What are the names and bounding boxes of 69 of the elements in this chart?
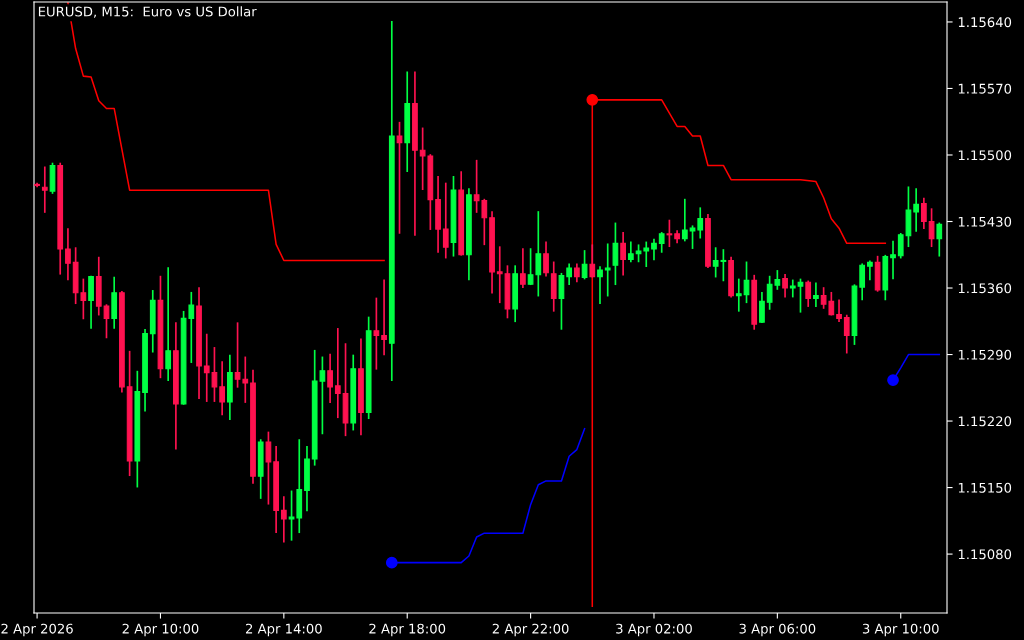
candlestick <box>666 219 673 248</box>
candlestick <box>373 297 380 370</box>
x-tick-label: 2 Apr 22:00 <box>492 623 569 637</box>
candlestick <box>797 278 804 313</box>
candlestick <box>612 222 619 286</box>
candlestick <box>581 250 588 280</box>
y-tick-label: 1.15640 <box>958 17 1012 28</box>
candlestick <box>658 232 665 253</box>
candlestick <box>597 266 603 305</box>
x-tick-label: 2 Apr 10:00 <box>122 623 199 637</box>
candlestick <box>843 314 850 354</box>
candlestick <box>627 241 634 263</box>
candlestick <box>604 243 611 297</box>
candlestick <box>442 182 449 259</box>
candlestick <box>589 244 596 278</box>
candlestick <box>88 275 94 329</box>
y-tick-label: 1.15500 <box>958 150 1012 161</box>
candlestick <box>759 291 765 324</box>
x-tick-label: 3 Apr 10:00 <box>862 623 939 637</box>
candlestick <box>936 222 943 257</box>
candlestick <box>867 260 873 281</box>
candlestick <box>103 304 110 339</box>
y-tick-label: 1.15570 <box>958 83 1012 94</box>
point <box>887 374 899 387</box>
x-tick-label: 3 Apr 02:00 <box>616 623 692 637</box>
candlestick <box>859 263 866 301</box>
candlestick <box>689 225 696 249</box>
candlestick <box>890 240 896 280</box>
candlestick <box>219 361 226 416</box>
y-tick-label: 1.15360 <box>958 283 1012 294</box>
candlestick <box>327 353 333 403</box>
candlestick <box>496 246 503 304</box>
candlestick <box>913 188 920 232</box>
y-tick-label: 1.15220 <box>958 416 1012 427</box>
candlestick <box>789 279 796 298</box>
candlestick <box>65 228 71 281</box>
point <box>586 94 599 106</box>
candlestick <box>543 241 549 277</box>
candlestick <box>651 238 657 261</box>
candlestick <box>813 282 819 307</box>
candlestick <box>735 278 742 312</box>
x-tick-label: 2 Apr 14:00 <box>245 623 322 637</box>
candlestick <box>265 431 272 505</box>
candlestick <box>520 248 526 288</box>
candlestick <box>697 207 704 239</box>
candlestick <box>334 328 341 419</box>
y-tick-label: 1.15290 <box>958 349 1012 360</box>
candlestick <box>782 273 788 298</box>
candlestick <box>396 121 403 234</box>
candlestick <box>928 208 935 248</box>
candlestick <box>920 197 927 229</box>
chart-title: EURUSD, M15: Euro vs US Dollar <box>38 6 257 18</box>
y-tick-label: 1.15150 <box>958 482 1012 493</box>
candlestick <box>805 280 812 307</box>
candlestick <box>620 232 627 276</box>
candlestick <box>681 198 688 242</box>
candlestick <box>558 272 565 330</box>
candlestick <box>836 299 842 323</box>
candlestick <box>41 166 48 213</box>
candlestick <box>280 496 287 543</box>
y-tick-label: 1.15430 <box>958 216 1012 227</box>
x-tick-label: 3 Apr 06:00 <box>739 623 816 637</box>
point <box>385 556 398 569</box>
candlestick <box>381 279 387 356</box>
x-tick-label: 2 Apr 18:00 <box>369 623 446 637</box>
candlestick <box>566 263 573 286</box>
candlestick <box>165 267 172 382</box>
y-tick-label: 1.15080 <box>958 549 1012 560</box>
x-tick-label: 2 Apr 2026 <box>1 623 73 637</box>
